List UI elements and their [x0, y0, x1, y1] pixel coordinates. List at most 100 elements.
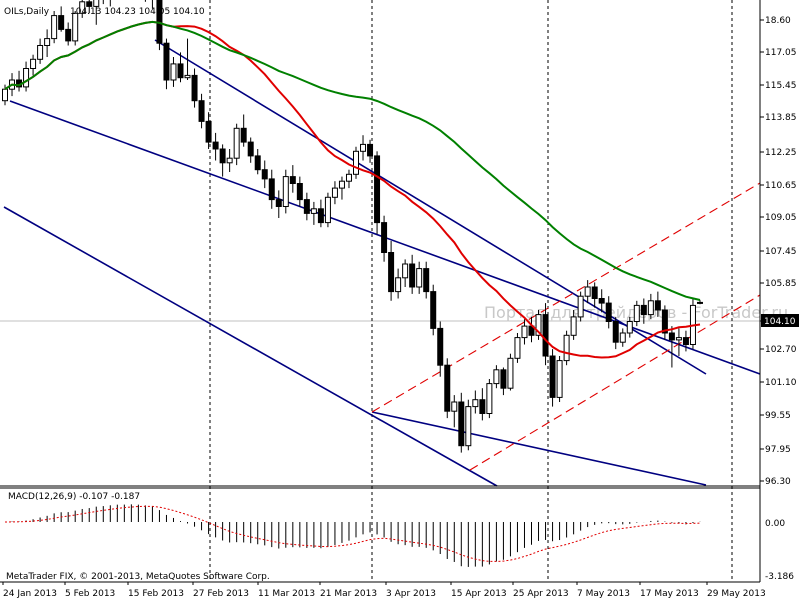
candle[interactable]: [93, 0, 100, 25]
candle[interactable]: [345, 169, 352, 189]
candles-layer[interactable]: [2, 0, 703, 453]
candle[interactable]: [626, 316, 633, 338]
candle[interactable]: [317, 199, 324, 228]
candle[interactable]: [388, 241, 395, 301]
candle[interactable]: [338, 176, 345, 200]
candle[interactable]: [507, 353, 514, 391]
candle[interactable]: [150, 0, 155, 9]
candle-body: [514, 337, 521, 359]
candle[interactable]: [437, 321, 444, 377]
candle-body: [367, 143, 374, 157]
candle[interactable]: [226, 149, 233, 172]
candle[interactable]: [563, 330, 570, 366]
candle[interactable]: [23, 61, 30, 92]
candle[interactable]: [205, 112, 212, 149]
candle[interactable]: [535, 310, 542, 340]
candle[interactable]: [500, 367, 507, 396]
candle[interactable]: [696, 300, 703, 305]
candle[interactable]: [458, 392, 465, 453]
candle[interactable]: [303, 192, 310, 221]
candle[interactable]: [668, 326, 675, 368]
candle[interactable]: [282, 169, 289, 214]
candle[interactable]: [310, 201, 317, 225]
candle[interactable]: [381, 215, 388, 262]
candle[interactable]: [689, 298, 696, 350]
candle[interactable]: [37, 38, 44, 64]
candle[interactable]: [682, 330, 689, 352]
candle[interactable]: [633, 300, 640, 327]
candle[interactable]: [451, 395, 458, 428]
candle[interactable]: [465, 399, 472, 451]
candle[interactable]: [360, 135, 367, 161]
y-tick-label: 105.85: [765, 279, 797, 289]
candle[interactable]: [409, 254, 416, 294]
candle[interactable]: [191, 68, 198, 108]
candle[interactable]: [72, 11, 79, 46]
candle-body: [317, 208, 324, 224]
candle[interactable]: [247, 137, 254, 163]
candle[interactable]: [240, 114, 247, 147]
candle[interactable]: [233, 123, 240, 166]
candle[interactable]: [577, 291, 584, 322]
candle-body: [402, 263, 409, 279]
candle[interactable]: [675, 328, 682, 356]
candle[interactable]: [289, 165, 296, 193]
candle[interactable]: [198, 93, 205, 129]
candle[interactable]: [521, 319, 528, 345]
candle[interactable]: [51, 11, 58, 44]
candle[interactable]: [177, 52, 184, 83]
candle[interactable]: [108, 0, 113, 7]
candle[interactable]: [275, 190, 282, 218]
candle[interactable]: [219, 144, 226, 177]
candle[interactable]: [619, 328, 626, 347]
candle[interactable]: [472, 390, 479, 414]
candle[interactable]: [170, 57, 177, 87]
candle[interactable]: [86, 0, 93, 14]
candle[interactable]: [254, 149, 261, 175]
candle[interactable]: [30, 54, 37, 76]
candle[interactable]: [430, 284, 437, 336]
candle[interactable]: [331, 181, 338, 205]
candle[interactable]: [444, 358, 451, 419]
candle-body: [661, 309, 668, 334]
candle[interactable]: [353, 146, 359, 179]
candle[interactable]: [549, 349, 556, 407]
candle[interactable]: [268, 169, 275, 209]
candle[interactable]: [486, 379, 493, 419]
candle[interactable]: [423, 261, 430, 299]
candle[interactable]: [612, 316, 619, 350]
candle[interactable]: [212, 132, 219, 161]
candle[interactable]: [514, 333, 521, 363]
candle[interactable]: [598, 289, 605, 313]
candle[interactable]: [654, 291, 661, 317]
candle[interactable]: [296, 176, 303, 207]
candle[interactable]: [416, 261, 423, 294]
candle[interactable]: [402, 259, 409, 287]
candle[interactable]: [44, 29, 51, 57]
candle[interactable]: [367, 139, 374, 163]
candle[interactable]: [591, 282, 598, 308]
candle[interactable]: [261, 160, 268, 189]
candle[interactable]: [163, 38, 170, 90]
candle[interactable]: [374, 151, 381, 235]
candle[interactable]: [605, 296, 612, 329]
candle[interactable]: [395, 268, 402, 299]
y-tick-label: 97.95: [765, 445, 791, 455]
candle[interactable]: [184, 38, 191, 80]
candle[interactable]: [647, 293, 654, 320]
candle[interactable]: [640, 298, 647, 324]
candle[interactable]: [584, 280, 591, 304]
candle[interactable]: [661, 305, 668, 340]
candle[interactable]: [58, 6, 65, 32]
candle[interactable]: [570, 310, 577, 340]
candle-body: [675, 337, 682, 341]
candle[interactable]: [556, 356, 563, 402]
candle[interactable]: [542, 303, 549, 366]
candle[interactable]: [493, 365, 500, 389]
candle[interactable]: [324, 192, 331, 228]
candle[interactable]: [79, 0, 86, 18]
candle[interactable]: [479, 388, 486, 421]
candle[interactable]: [65, 22, 72, 46]
